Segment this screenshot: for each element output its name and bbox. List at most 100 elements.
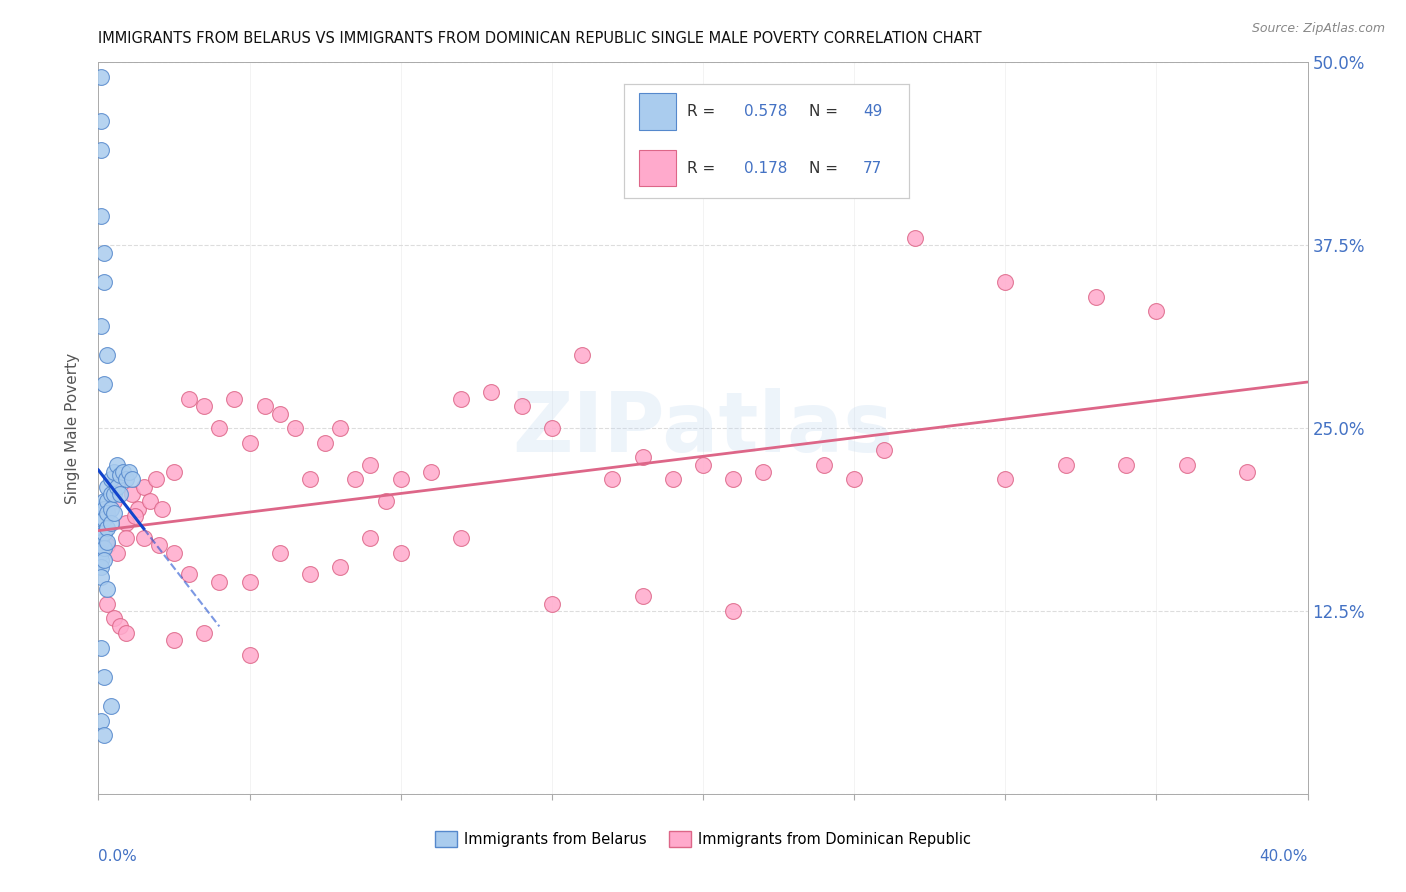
Point [360,458,382,472]
Point [374,494,396,508]
Point [100,501,122,516]
Point [239,435,262,450]
Point [813,458,835,472]
Point [139,494,162,508]
Point [692,458,714,472]
Point [239,574,262,589]
Text: 0.0%: 0.0% [98,849,138,863]
Point [90,209,112,223]
Point [103,611,125,625]
Point [284,421,307,435]
Point [90,535,112,549]
Point [360,531,382,545]
Point [96,597,118,611]
Point [90,526,112,541]
Point [510,399,533,413]
Point [93,377,115,392]
Point [1054,458,1077,472]
Point [100,472,122,486]
Legend: Immigrants from Belarus, Immigrants from Dominican Republic: Immigrants from Belarus, Immigrants from… [429,825,977,853]
Point [93,553,115,567]
Point [571,348,593,362]
Point [90,501,112,516]
Point [121,487,143,501]
Point [93,526,115,541]
Point [90,512,112,526]
Point [127,501,149,516]
Point [314,435,336,450]
Point [269,407,291,421]
Point [904,231,927,245]
Point [103,506,125,520]
Point [132,480,155,494]
Point [299,472,322,486]
Point [1085,289,1108,303]
Point [269,545,291,559]
Point [420,465,443,479]
Point [150,501,173,516]
Point [873,443,896,458]
Point [124,508,146,523]
Point [540,421,562,435]
Point [90,545,112,559]
Text: IMMIGRANTS FROM BELARUS VS IMMIGRANTS FROM DOMINICAN REPUBLIC SINGLE MALE POVERT: IMMIGRANTS FROM BELARUS VS IMMIGRANTS FR… [98,31,981,46]
Point [163,633,186,648]
Point [163,545,186,559]
Point [114,531,136,545]
Point [103,487,125,501]
Point [90,143,112,157]
Point [93,541,115,555]
Point [1175,458,1198,472]
Point [661,472,683,486]
Point [90,640,112,655]
Point [90,560,112,574]
Point [179,392,201,406]
Point [723,604,745,618]
Point [100,699,122,714]
Point [90,70,112,84]
Point [179,567,201,582]
Point [93,512,115,526]
Point [723,472,745,486]
Point [96,521,118,535]
Point [90,114,112,128]
Point [253,399,276,413]
Point [96,501,118,516]
Point [163,465,186,479]
Point [208,574,231,589]
Point [111,465,134,479]
Point [103,494,125,508]
Point [389,472,412,486]
Point [329,560,352,574]
Point [108,467,131,482]
Point [96,535,118,549]
Point [114,516,136,531]
Point [105,458,128,472]
Point [96,582,118,596]
Point [193,626,215,640]
Point [90,553,112,567]
Point [96,538,118,552]
Point [299,567,322,582]
Point [96,506,118,520]
Point [224,392,246,406]
Point [96,480,118,494]
Point [450,392,472,406]
Point [193,399,215,413]
Point [844,472,866,486]
Point [118,465,141,479]
Point [105,545,128,559]
Point [93,501,115,516]
Text: 40.0%: 40.0% [1260,849,1308,863]
Point [93,245,115,260]
Point [108,618,131,632]
Point [93,728,115,742]
Point [100,487,122,501]
Text: ZIPatlas: ZIPatlas [513,388,893,468]
Point [1115,458,1137,472]
Point [103,465,125,479]
Point [148,538,170,552]
Point [329,421,352,435]
Point [121,472,143,486]
Point [752,465,775,479]
